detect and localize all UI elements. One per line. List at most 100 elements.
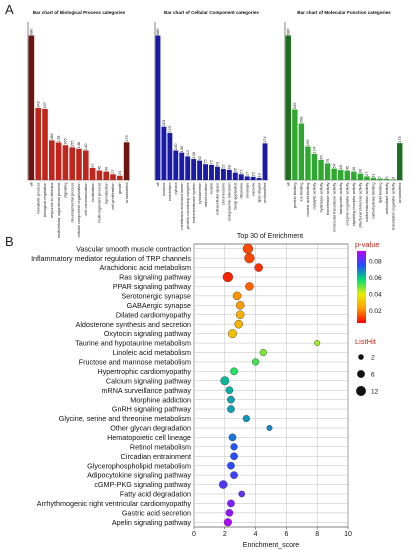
enrichment-point: [225, 508, 234, 517]
bar-category-label: carbohydrate binding: [371, 183, 376, 219]
bar-value-label: 48: [227, 164, 232, 169]
enrichment-point: [314, 340, 321, 347]
bar-value-label: 188: [49, 133, 54, 140]
bar-value-label: 165: [63, 137, 68, 144]
bar: [155, 35, 161, 181]
bar: [197, 160, 203, 180]
bar-value-label: 52: [221, 164, 226, 169]
bar: [370, 177, 377, 180]
bar: [110, 174, 116, 180]
enrichment-point: [227, 405, 235, 413]
bar-category-label: endoplasmic reticulum: [227, 182, 232, 221]
enrichment-points: [218, 243, 321, 527]
bar-category-label: multi-organism process: [97, 182, 102, 222]
enrichment-row-labels: Vascular smooth muscle contractionInflam…: [31, 244, 191, 527]
x-tick-label: 6: [284, 531, 288, 538]
x-tick-label: 2: [223, 531, 227, 538]
x-tick-label: 8: [315, 531, 319, 538]
pathway-label: cGMP-PKG signaling pathway: [94, 480, 191, 489]
bar: [292, 109, 298, 180]
bar-value-label: 130: [179, 145, 184, 152]
bar-value-label: 342: [35, 100, 40, 107]
bar-category-label: vacuole: [250, 183, 255, 196]
enrichment-x-axis: 0 2 4 6 8 10: [192, 527, 352, 538]
pathway-label: Apelin signaling pathway: [112, 518, 192, 527]
colorbar-title: p-value: [355, 240, 380, 249]
bar-category-label: endomembrane system: [191, 183, 196, 224]
bar-category-label: protein-containing complex: [185, 182, 190, 229]
bar: [96, 170, 103, 180]
bar-value-label: 155: [69, 140, 74, 147]
bar: [298, 123, 305, 180]
enrichment-xlabel: Enrichment_score: [243, 542, 300, 549]
pathway-label: Circadian entrainment: [121, 452, 191, 461]
bar: [256, 177, 262, 180]
bar-chart-title: Bar chart of Cellular Component categori…: [164, 10, 259, 15]
bar: [173, 150, 179, 180]
enrichment-point: [228, 329, 237, 339]
pathway-label: Ras signaling pathway: [119, 273, 191, 282]
bar-category-label: transferase activity: [325, 182, 330, 214]
size-legend-dot: [357, 370, 365, 378]
bar-value-label: 5: [384, 176, 389, 179]
bar-category-label: enzyme regulator activity: [344, 182, 349, 225]
bar-category-label: Golgi apparatus: [232, 182, 237, 210]
bar-category-label: envelope: [244, 183, 249, 199]
enrichment-point: [230, 452, 238, 461]
bar-category-label: unclassified: [262, 183, 267, 203]
bar-category-label: signaling receptor activity: [351, 182, 356, 226]
x-tick-label: 0: [192, 531, 196, 538]
pathway-label: Vascular smooth muscle contraction: [76, 244, 191, 253]
bar-category-label: biological regulation: [42, 183, 47, 217]
enrichment-point: [218, 480, 228, 489]
bar: [364, 176, 370, 180]
pathway-label: Other glycan degradation: [110, 424, 191, 433]
bar-value-label: 686: [155, 28, 160, 35]
bar-value-label: 179: [124, 135, 129, 142]
bar: [49, 140, 55, 180]
bar-category-label: localization: [90, 183, 95, 202]
bar: [191, 158, 197, 180]
pathway-label: PPAR signaling pathway: [113, 282, 192, 291]
bar-category-label: reproduction: [103, 183, 108, 205]
bar-value-label: 253: [161, 119, 166, 126]
bar-value-label: 20: [117, 170, 122, 175]
bar-category-label: signaling: [63, 183, 68, 198]
bar: [324, 163, 331, 180]
bar-category-label: transporter activity: [338, 182, 343, 214]
bar-category-label: membrane-enclosed lumen: [179, 183, 184, 230]
bar-value-label: 124: [312, 146, 317, 153]
bar-value-label: 57: [90, 162, 95, 167]
enrichment-point: [266, 424, 273, 431]
pathway-label: Morphine addiction: [130, 395, 191, 404]
bar-category-label: cytoskeleton: [197, 183, 202, 205]
bar: [331, 168, 337, 180]
bar-category-label: structural molecule activity: [358, 182, 363, 228]
bar-category-label: antioxidant activity: [384, 182, 389, 214]
bar-category-label: catalytic activity: [312, 182, 317, 209]
bar-category-label: nucleic acid binding: [305, 183, 310, 217]
bar-value-label: 178: [56, 135, 61, 142]
bar: [285, 35, 291, 181]
bar-value-label: 268: [299, 116, 304, 123]
bar-value-label: 17: [364, 171, 369, 176]
bar: [244, 176, 250, 180]
bar: [209, 164, 214, 180]
bar-value-label: 159: [305, 139, 310, 146]
enrichment-point: [227, 395, 235, 404]
bar-category-label: unclassified: [397, 183, 402, 203]
colorbar-tick-label: 0.08: [369, 258, 382, 265]
bar-category-label: cytosol: [173, 182, 178, 194]
bar: [42, 109, 48, 180]
enrichment-gridlines: [193, 243, 349, 528]
bar-value-label: 337: [42, 101, 47, 108]
bar: [338, 169, 344, 180]
bar-value-label: 45: [97, 165, 102, 170]
bar-chart-mf: Bar chart of Molecular Function categori…: [284, 10, 403, 232]
bar-category-label: lipid droplet: [256, 182, 261, 203]
bar-category-label: ion binding: [299, 183, 304, 202]
bar-category-label: response to stimulus: [49, 182, 54, 218]
pathway-label: Gastric acid secretion: [122, 508, 191, 517]
pathway-label: Taurine and hypotaurine metabolism: [75, 339, 191, 348]
colorbar-gradient: [357, 251, 366, 323]
